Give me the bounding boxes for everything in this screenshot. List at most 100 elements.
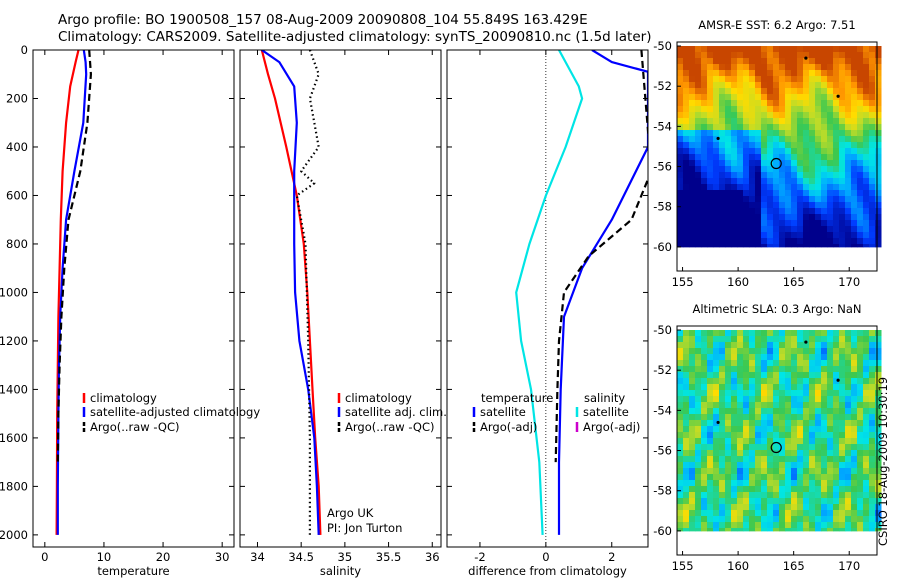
series-line-2-1: [557, 50, 648, 535]
field-cell: [713, 154, 720, 161]
field-cell: [707, 498, 714, 505]
field-cell: [767, 354, 774, 361]
field-cell: [677, 46, 684, 53]
field-cell: [707, 238, 714, 245]
field-cell: [713, 58, 720, 65]
field-cell: [857, 166, 864, 173]
field-cell: [857, 88, 864, 95]
field-cell: [791, 450, 798, 457]
field-cell: [869, 522, 876, 529]
field-cell: [845, 148, 852, 155]
y-tick-label: -50: [653, 323, 672, 337]
field-cell: [707, 142, 714, 149]
field-cell: [695, 516, 702, 523]
field-cell: [827, 172, 834, 179]
field-cell: [821, 486, 828, 493]
field-cell: [743, 396, 750, 403]
field-cell: [779, 94, 786, 101]
field-cell: [791, 408, 798, 415]
field-cell: [869, 190, 876, 197]
field-cell: [713, 402, 720, 409]
field-cell: [875, 510, 882, 517]
field-cell: [845, 480, 852, 487]
credit-text: CSIRO 18-Aug-2009 10:30:19: [876, 376, 890, 546]
float-marker: [836, 94, 840, 98]
field-cell: [833, 474, 840, 481]
field-cell: [833, 82, 840, 89]
field-cell: [737, 348, 744, 355]
field-cell: [863, 142, 870, 149]
field-cell: [725, 414, 732, 421]
field-cell: [713, 378, 720, 385]
field-cell: [797, 462, 804, 469]
field-cell: [827, 396, 834, 403]
field-cell: [791, 124, 798, 131]
field-cell: [815, 160, 822, 167]
field-cell: [851, 82, 858, 89]
field-cell: [785, 468, 792, 475]
field-cell: [713, 238, 720, 245]
field-cell: [857, 196, 864, 203]
field-cell: [803, 238, 810, 245]
field-cell: [821, 384, 828, 391]
series-line-1-1: [261, 50, 320, 535]
field-cell: [791, 190, 798, 197]
field-cell: [707, 342, 714, 349]
field-cell: [767, 118, 774, 125]
field-cell: [815, 378, 822, 385]
field-cell: [695, 414, 702, 421]
y-tick-label: -54: [653, 403, 672, 417]
field-cell: [695, 148, 702, 155]
field-cell: [713, 366, 720, 373]
field-cell: [677, 486, 684, 493]
field-cell: [767, 474, 774, 481]
field-cell: [803, 504, 810, 511]
field-cell: [755, 432, 762, 439]
field-cell: [737, 438, 744, 445]
field-cell: [863, 342, 870, 349]
field-cell: [851, 148, 858, 155]
field-cell: [725, 480, 732, 487]
field-cell: [707, 468, 714, 475]
field-cell: [857, 136, 864, 143]
field-cell: [743, 94, 750, 101]
field-cell: [863, 88, 870, 95]
field-cell: [857, 52, 864, 59]
field-cell: [731, 522, 738, 529]
field-cell: [797, 504, 804, 511]
field-cell: [701, 64, 708, 71]
field-cell: [785, 124, 792, 131]
field-cell: [809, 408, 816, 415]
field-cell: [821, 498, 828, 505]
map-frame: [676, 325, 878, 556]
field-cell: [749, 226, 756, 233]
field-cell: [755, 426, 762, 433]
field-cell: [737, 70, 744, 77]
field-cell: [773, 160, 780, 167]
field-cell: [833, 46, 840, 53]
field-cell: [677, 58, 684, 65]
field-cell: [785, 190, 792, 197]
field-cell: [725, 52, 732, 59]
field-cell: [833, 378, 840, 385]
field-cell: [737, 408, 744, 415]
field-cell: [827, 190, 834, 197]
field-cell: [797, 336, 804, 343]
field-cell: [719, 100, 726, 107]
field-cell: [797, 52, 804, 59]
field-cell: [869, 100, 876, 107]
field-cell: [761, 154, 768, 161]
field-cell: [773, 166, 780, 173]
field-cell: [725, 94, 732, 101]
field-cell: [851, 516, 858, 523]
field-cell: [677, 396, 684, 403]
field-cell: [827, 348, 834, 355]
field-cell: [875, 384, 882, 391]
field-cell: [821, 226, 828, 233]
field-cell: [833, 486, 840, 493]
field-cell: [797, 58, 804, 65]
field-cell: [827, 384, 834, 391]
field-cell: [689, 100, 696, 107]
field-cell: [725, 522, 732, 529]
field-cell: [821, 366, 828, 373]
